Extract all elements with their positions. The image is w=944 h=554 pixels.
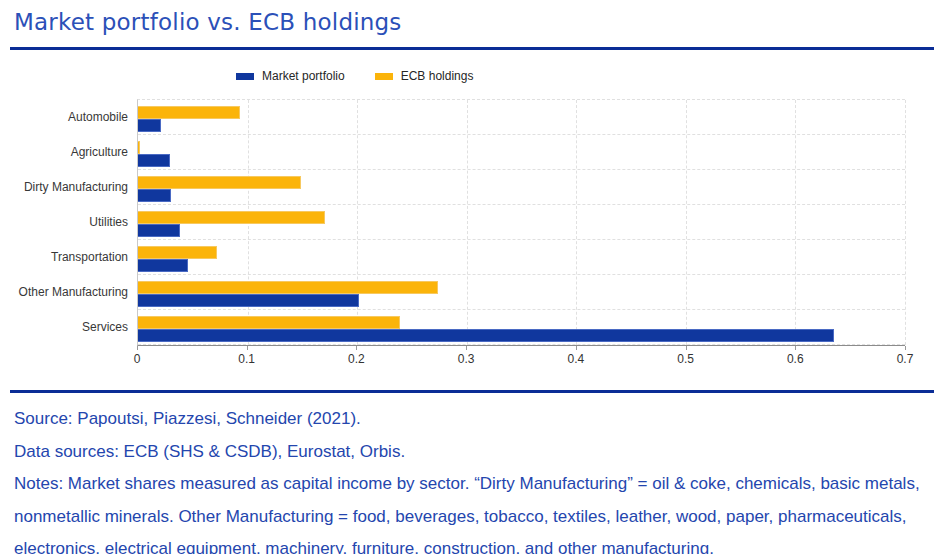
bar-ecb-holdings — [138, 141, 140, 154]
x-tick-mark — [795, 346, 796, 350]
x-tick-label: 0.5 — [677, 352, 694, 366]
x-tick-mark — [356, 346, 357, 350]
category-label: Agriculture — [1, 145, 128, 159]
chart-rows: AutomobileAgricultureDirty Manufacturing… — [137, 99, 905, 346]
vertical-gridline — [357, 100, 358, 345]
x-tick-label: 0.6 — [787, 352, 804, 366]
category-label: Transportation — [1, 250, 128, 264]
chart-row: Dirty Manufacturing — [138, 170, 905, 205]
x-tick-label: 0.7 — [897, 352, 914, 366]
bar-ecb-holdings — [138, 246, 217, 259]
bar-chart: AutomobileAgricultureDirty Manufacturing… — [0, 99, 944, 370]
bar-market-portfolio — [138, 154, 170, 167]
x-tick-label: 0 — [134, 352, 141, 366]
legend-item-market-portfolio: Market portfolio — [236, 69, 345, 83]
chart-row: Other Manufacturing — [138, 275, 905, 310]
legend-swatch-icon — [236, 73, 254, 80]
bar-ecb-holdings — [138, 316, 400, 329]
chart-row: Agriculture — [138, 135, 905, 170]
notes-line: Notes: Market shares measured as capital… — [14, 468, 924, 554]
category-label: Automobile — [1, 110, 128, 124]
bar-ecb-holdings — [138, 176, 301, 189]
bar-market-portfolio — [138, 224, 180, 237]
bar-market-portfolio — [138, 259, 188, 272]
data-sources-line: Data sources: ECB (SHS & CSDB), Eurostat… — [14, 436, 924, 469]
figure-page: Market portfolio vs. ECB holdings Market… — [0, 9, 944, 554]
category-label: Services — [1, 320, 128, 334]
x-tick-label: 0.2 — [348, 352, 365, 366]
x-tick-mark — [686, 346, 687, 350]
bar-ecb-holdings — [138, 106, 240, 119]
category-label: Utilities — [1, 215, 128, 229]
page-title: Market portfolio vs. ECB holdings — [14, 9, 934, 35]
legend-label: Market portfolio — [262, 69, 345, 83]
bottom-rule — [10, 390, 934, 393]
chart-row: Automobile — [138, 100, 905, 135]
legend-swatch-icon — [375, 73, 393, 80]
x-tick-mark — [247, 346, 248, 350]
x-tick-label: 0.1 — [238, 352, 255, 366]
chart-row: Services — [138, 310, 905, 345]
vertical-gridline — [795, 100, 796, 345]
category-label: Dirty Manufacturing — [1, 180, 128, 194]
bar-market-portfolio — [138, 189, 171, 202]
x-tick-mark — [466, 346, 467, 350]
vertical-gridline — [686, 100, 687, 345]
bar-ecb-holdings — [138, 281, 438, 294]
category-label: Other Manufacturing — [1, 285, 128, 299]
footer-notes: Source: Papoutsi, Piazzesi, Schneider (2… — [14, 403, 924, 554]
x-axis: 00.10.20.30.40.50.60.7 — [137, 346, 905, 370]
vertical-gridline — [905, 100, 906, 345]
chart-row: Utilities — [138, 205, 905, 240]
x-tick-label: 0.3 — [458, 352, 475, 366]
legend: Market portfolio ECB holdings — [236, 70, 944, 82]
legend-label: ECB holdings — [401, 69, 474, 83]
x-tick-label: 0.4 — [568, 352, 585, 366]
legend-item-ecb-holdings: ECB holdings — [375, 69, 474, 83]
bar-market-portfolio — [138, 294, 359, 307]
x-tick-mark — [137, 346, 138, 350]
x-tick-mark — [905, 346, 906, 350]
bar-ecb-holdings — [138, 211, 325, 224]
top-rule — [10, 47, 934, 50]
source-line: Source: Papoutsi, Piazzesi, Schneider (2… — [14, 403, 924, 436]
chart-row: Transportation — [138, 240, 905, 275]
vertical-gridline — [467, 100, 468, 345]
bar-market-portfolio — [138, 119, 161, 132]
bar-market-portfolio — [138, 329, 834, 342]
x-tick-mark — [576, 346, 577, 350]
vertical-gridline — [576, 100, 577, 345]
